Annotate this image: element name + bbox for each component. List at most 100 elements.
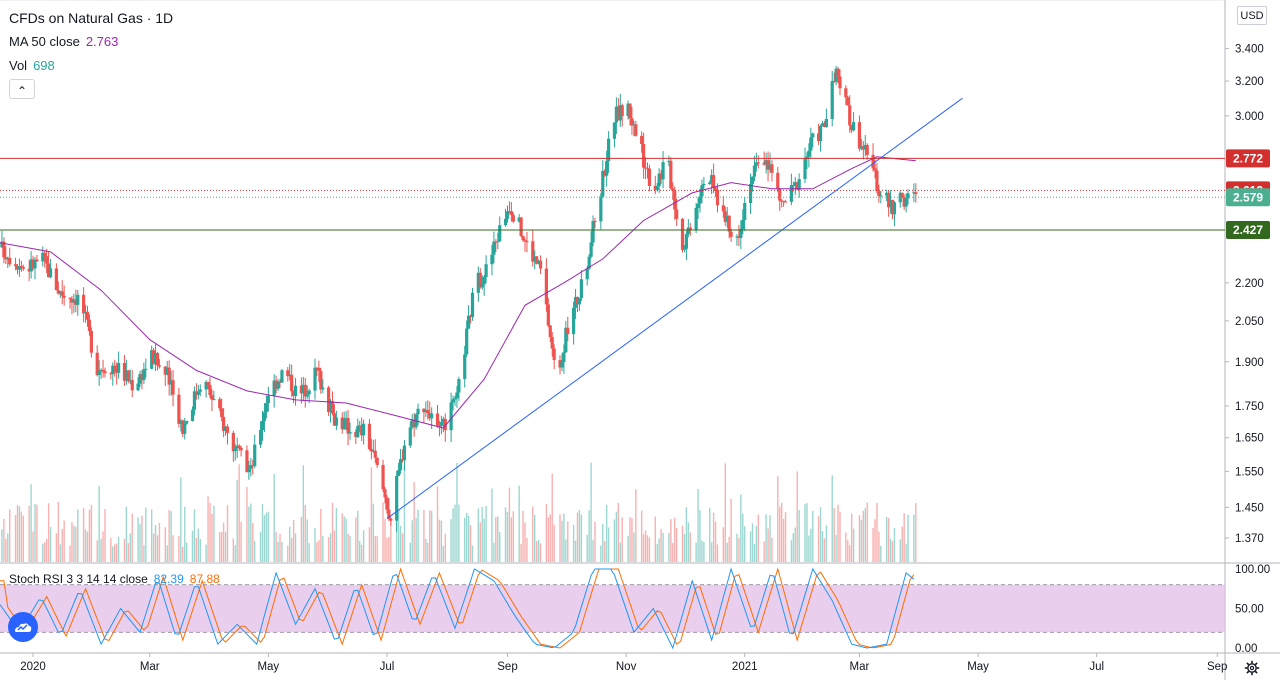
candle[interactable] [140, 370, 144, 390]
candle[interactable] [484, 255, 488, 284]
candle[interactable] [237, 444, 241, 451]
candle[interactable] [863, 135, 867, 157]
candle[interactable] [708, 180, 712, 185]
candle[interactable] [328, 398, 333, 423]
candle[interactable] [669, 157, 673, 190]
candle[interactable] [395, 470, 399, 532]
candle[interactable] [797, 173, 801, 198]
candle[interactable] [490, 244, 494, 276]
candle[interactable] [194, 383, 198, 400]
candle[interactable] [713, 186, 718, 197]
candle[interactable] [892, 201, 897, 227]
candle[interactable] [752, 155, 757, 181]
candle[interactable] [603, 169, 607, 177]
candle[interactable] [647, 164, 652, 192]
candle[interactable] [136, 377, 140, 392]
candle[interactable] [601, 160, 605, 198]
candle[interactable] [280, 368, 284, 383]
candle[interactable] [838, 69, 842, 96]
candle[interactable] [885, 189, 889, 201]
candle[interactable] [400, 449, 405, 463]
candle[interactable] [848, 95, 852, 133]
candle[interactable] [657, 168, 661, 193]
candle[interactable] [58, 290, 62, 298]
candle[interactable] [478, 267, 482, 289]
candle[interactable] [313, 358, 317, 400]
ma-legend[interactable]: MA 50 close 2.763 [9, 34, 118, 50]
candle[interactable] [95, 345, 99, 377]
candle[interactable] [251, 459, 255, 475]
candle[interactable] [360, 417, 364, 442]
candle[interactable] [299, 377, 303, 404]
currency-badge[interactable]: USD [1237, 6, 1267, 25]
candle[interactable] [220, 398, 224, 422]
candle[interactable] [260, 410, 265, 441]
candle[interactable] [535, 256, 539, 265]
candle[interactable] [766, 151, 770, 182]
candle[interactable] [115, 362, 119, 385]
candle[interactable] [684, 230, 688, 261]
candle[interactable] [346, 409, 350, 446]
candle[interactable] [640, 131, 644, 153]
candle[interactable] [861, 140, 865, 160]
candle[interactable] [258, 421, 263, 449]
candle[interactable] [628, 103, 632, 126]
candle[interactable] [857, 115, 862, 152]
price-tag-2.579[interactable]: 2.579 [1226, 188, 1270, 207]
candle[interactable] [809, 127, 813, 159]
candle[interactable] [521, 235, 525, 242]
candle[interactable] [373, 439, 377, 463]
candle[interactable] [356, 418, 360, 439]
candle[interactable] [822, 121, 827, 128]
candle[interactable] [381, 459, 385, 492]
candle[interactable] [865, 143, 869, 160]
candle[interactable] [109, 371, 113, 380]
candle[interactable] [152, 347, 156, 365]
candle[interactable] [807, 143, 811, 168]
candle[interactable] [694, 202, 698, 233]
candle[interactable] [13, 257, 18, 271]
candle[interactable] [743, 196, 747, 231]
candle[interactable] [449, 392, 453, 443]
candle[interactable] [208, 377, 212, 399]
candle[interactable] [778, 188, 782, 211]
candle[interactable] [218, 397, 222, 412]
candle[interactable] [305, 385, 309, 400]
candle[interactable] [21, 264, 25, 272]
candle[interactable] [72, 293, 76, 313]
candle[interactable] [130, 369, 134, 398]
candle[interactable] [463, 345, 467, 388]
candle[interactable] [43, 250, 47, 268]
gear-icon[interactable] [1241, 657, 1263, 679]
candle[interactable] [8, 247, 12, 267]
candle[interactable] [29, 251, 33, 279]
candle[interactable] [558, 355, 562, 375]
candle[interactable] [457, 376, 461, 401]
candle[interactable] [142, 362, 146, 385]
candle[interactable] [443, 413, 447, 442]
candle[interactable] [231, 430, 235, 462]
candle[interactable] [902, 194, 906, 210]
candle[interactable] [470, 287, 475, 321]
candle[interactable] [467, 305, 471, 330]
symbol-title[interactable]: CFDs on Natural Gas · 1D [9, 10, 174, 26]
candle[interactable] [725, 206, 729, 228]
price-tag-2.427[interactable]: 2.427 [1226, 220, 1270, 239]
price-tag-2.772[interactable]: 2.772 [1226, 149, 1270, 168]
candle[interactable] [544, 258, 548, 312]
candle[interactable] [782, 200, 786, 207]
candle[interactable] [41, 246, 45, 267]
candle[interactable] [879, 190, 883, 204]
candle[interactable] [177, 387, 181, 428]
symbol-legend[interactable]: CFDs on Natural Gas · 1D [9, 10, 173, 26]
candle[interactable] [564, 320, 568, 353]
candle[interactable] [68, 297, 72, 309]
candle[interactable] [468, 314, 473, 324]
candle[interactable] [511, 212, 515, 224]
candle[interactable] [278, 378, 282, 388]
candle[interactable] [618, 94, 622, 127]
candle[interactable] [888, 190, 893, 214]
candle[interactable] [904, 193, 908, 213]
candle[interactable] [548, 324, 552, 343]
candle[interactable] [756, 155, 760, 169]
